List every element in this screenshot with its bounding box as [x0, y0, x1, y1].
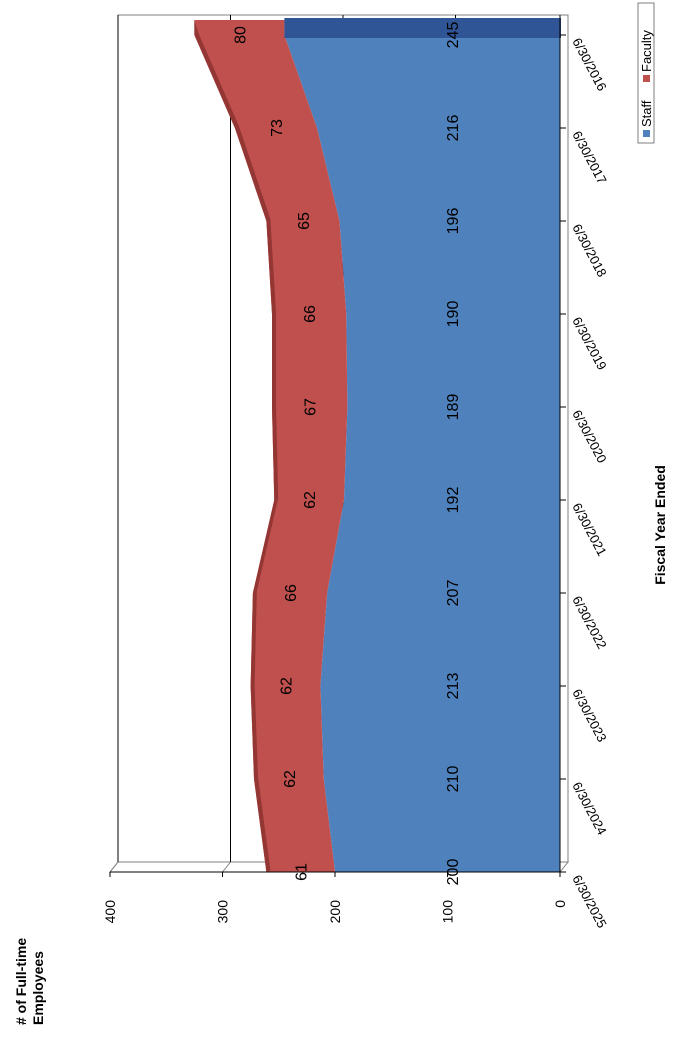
staff-value-label: 200 — [445, 859, 462, 886]
staff-value-label: 192 — [445, 487, 462, 514]
series-faculty-area — [194, 20, 348, 872]
staff-value-label: 189 — [445, 394, 462, 421]
x-tick-8: 6/30/2023 — [569, 686, 609, 744]
y-tick-100: 100 — [440, 900, 456, 924]
faculty-value-label: 66 — [283, 584, 300, 602]
legend-swatch-faculty — [643, 75, 650, 82]
staff-value-label: 190 — [445, 301, 462, 328]
faculty-value-label: 62 — [279, 677, 296, 695]
y-tick-labels: 0 100 200 300 400 — [102, 872, 568, 923]
x-tick-6: 6/30/2021 — [569, 500, 609, 558]
faculty-value-label: 62 — [302, 491, 319, 509]
staff-value-label: 210 — [445, 766, 462, 793]
staff-top-face — [284, 18, 561, 38]
faculty-value-label: 65 — [296, 212, 313, 230]
faculty-value-label: 67 — [303, 398, 320, 416]
legend: Staff Faculty — [637, 2, 655, 144]
gridline-depth-300 — [222, 861, 231, 873]
y-tick-300: 300 — [215, 900, 231, 924]
y-tick-400: 400 — [102, 900, 118, 924]
staff-value-label: 216 — [445, 115, 462, 142]
x-tick-7: 6/30/2022 — [569, 593, 609, 651]
staff-value-label: 207 — [445, 580, 462, 607]
gridline-depth-400 — [109, 861, 119, 873]
faculty-value-label: 73 — [269, 119, 286, 137]
faculty-value-label: 66 — [302, 305, 319, 323]
plot-area — [108, 14, 570, 873]
y-axis-title: # of Full-time Employees — [13, 938, 46, 1025]
x-tick-1: 6/30/2016 — [569, 35, 609, 93]
x-tick-4: 6/30/2019 — [569, 314, 609, 372]
staff-value-label: 245 — [445, 22, 462, 49]
staff-value-label: 213 — [445, 673, 462, 700]
series-staff-area — [284, 20, 560, 872]
x-tick-5: 6/30/2020 — [569, 407, 609, 465]
x-tick-10: 6/30/2025 — [569, 872, 609, 930]
faculty-value-label: 62 — [282, 770, 299, 788]
y-tick-0: 0 — [552, 900, 568, 908]
x-tick-3: 6/30/2018 — [569, 221, 609, 279]
x-axis-title: Fiscal Year Ended — [652, 465, 668, 585]
legend-box — [637, 2, 655, 144]
x-tick-9: 6/30/2024 — [569, 779, 609, 837]
y-axis-title-line1: # of Full-time — [13, 938, 29, 1025]
legend-label-staff: Staff — [639, 100, 654, 127]
data-labels: 245 80 216 73 196 65 190 66 189 67 192 62 207 66 213 62… — [232, 22, 462, 886]
y-axis-title-line2: Employees — [30, 951, 46, 1025]
legend-label-faculty: Faculty — [639, 30, 654, 72]
y-tick-200: 200 — [327, 900, 343, 924]
staff-value-label: 196 — [445, 208, 462, 235]
legend-swatch-staff — [643, 130, 650, 137]
x-tick-2: 6/30/2017 — [569, 128, 609, 186]
faculty-value-label: 80 — [232, 26, 249, 44]
faculty-value-label: 61 — [294, 863, 311, 881]
